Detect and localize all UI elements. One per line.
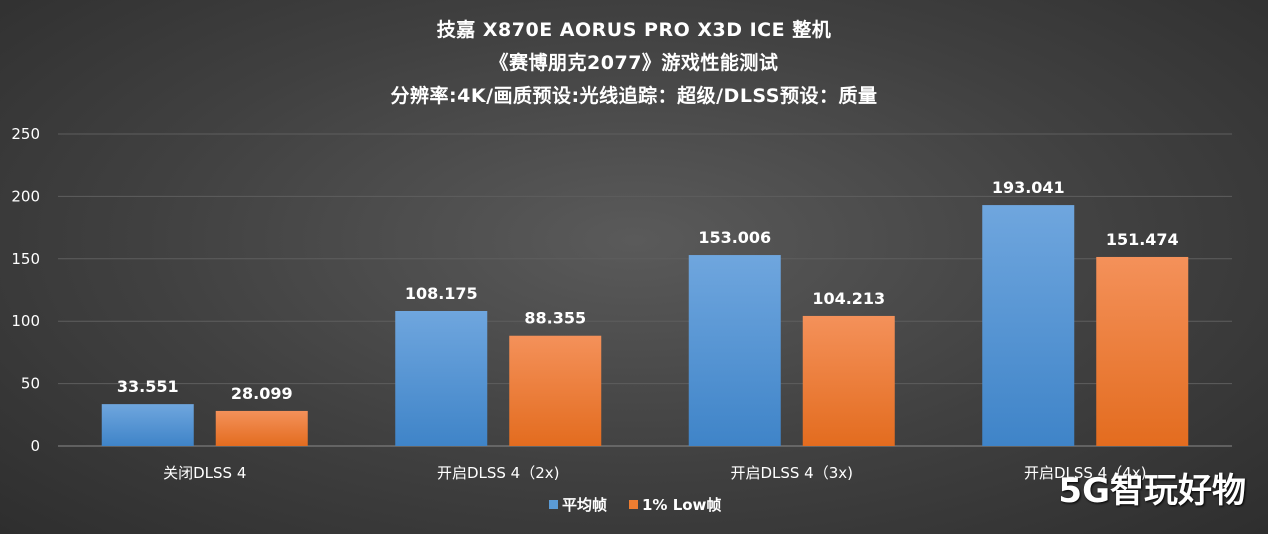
x-tick-label: 开启DLSS 4（3x)	[730, 464, 853, 482]
watermark: 5G智玩好物	[1058, 471, 1246, 511]
legend-label: 平均帧	[562, 496, 607, 514]
chart-subtitle: 《赛博朋克2077》游戏性能测试	[489, 52, 779, 74]
y-tick-label: 50	[21, 375, 40, 393]
legend-swatch	[629, 500, 638, 509]
y-tick-label: 100	[11, 312, 40, 330]
y-tick-label: 200	[11, 187, 40, 205]
legend: 平均帧 1% Low帧	[549, 496, 721, 514]
bar-avg	[101, 404, 194, 446]
x-axis-ticks: 关闭DLSS 4 开启DLSS 4（2x) 开启DLSS 4（3x) 开启DLSS 4…	[163, 464, 1146, 482]
bar-low	[509, 335, 602, 446]
data-label: 33.551	[117, 377, 179, 396]
data-label: 153.006	[698, 228, 771, 247]
y-axis-ticks: 0 50 100 150 200 250	[11, 125, 40, 455]
data-label: 104.213	[812, 289, 885, 308]
bar-avg	[395, 310, 488, 446]
x-tick-label: 开启DLSS 4（4x)	[1024, 464, 1147, 482]
chart-subtitle-2: 分辨率:4K/画质预设:光线追踪：超级/DLSS预设：质量	[390, 85, 878, 107]
chart-title: 技嘉 X870E AORUS PRO X3D ICE 整机	[436, 19, 832, 41]
bar-low	[802, 315, 895, 446]
bar-low	[215, 410, 308, 446]
data-label: 108.175	[405, 284, 478, 303]
y-tick-label: 0	[30, 437, 40, 455]
legend-label: 1% Low帧	[642, 496, 721, 514]
data-label: 151.474	[1106, 230, 1179, 249]
x-tick-label: 开启DLSS 4（2x)	[437, 464, 560, 482]
chart-titles: 技嘉 X870E AORUS PRO X3D ICE 整机 《赛博朋克2077》…	[0, 14, 1268, 113]
bar-low	[1096, 256, 1189, 446]
bar-avg	[688, 255, 781, 446]
data-label: 193.041	[992, 178, 1065, 197]
y-tick-label: 250	[11, 125, 40, 143]
data-label: 88.355	[524, 309, 586, 328]
x-tick-label: 关闭DLSS 4	[163, 464, 246, 482]
bars	[101, 205, 1189, 446]
data-label: 28.099	[231, 384, 293, 403]
data-labels: 33.551 28.099 108.175 88.355 153.006 104.213 1…	[117, 178, 1179, 403]
legend-swatch	[549, 500, 558, 509]
y-tick-label: 150	[11, 250, 40, 268]
bar-avg	[982, 205, 1075, 446]
